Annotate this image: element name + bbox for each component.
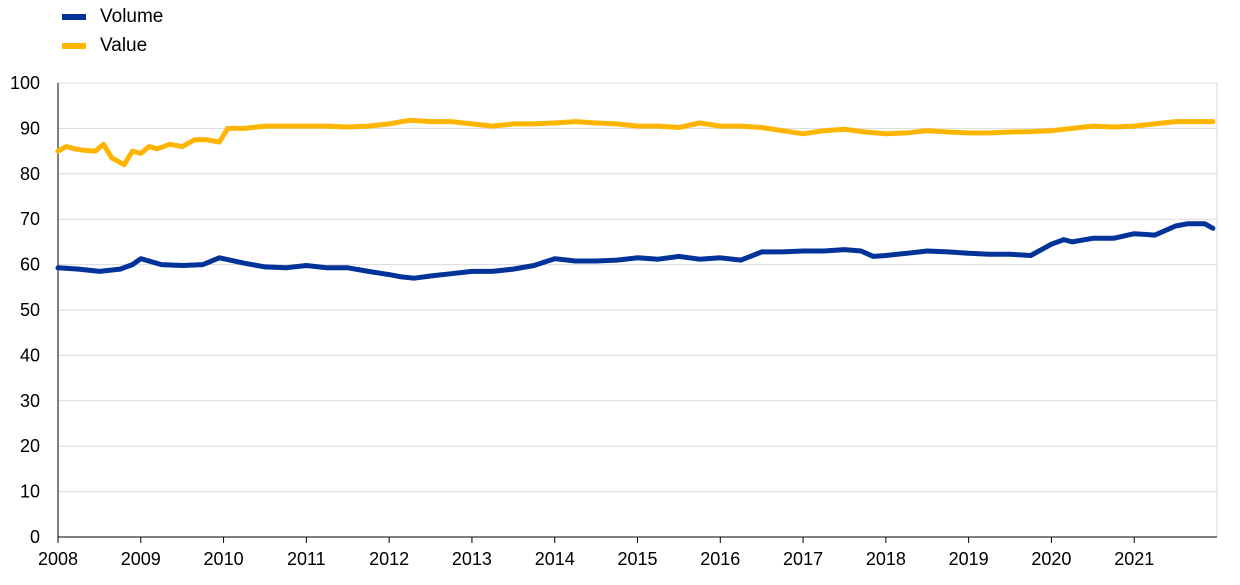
x-tick-label: 2008 <box>38 549 78 569</box>
series-line-volume <box>55 221 1216 281</box>
legend-label-value: Value <box>100 34 148 56</box>
y-tick-label: 60 <box>20 255 40 275</box>
y-tick-label: 100 <box>10 73 40 93</box>
x-tick-label: 2017 <box>783 549 823 569</box>
legend-swatch-value <box>62 42 86 49</box>
x-tick-label: 2010 <box>204 549 244 569</box>
x-tick-label: 2009 <box>121 549 161 569</box>
x-tick-label: 2020 <box>1031 549 1071 569</box>
series-line-value <box>55 117 1216 168</box>
x-tick-label: 2016 <box>700 549 740 569</box>
x-tick-label: 2015 <box>617 549 657 569</box>
y-tick-label: 0 <box>30 527 40 547</box>
legend-label-volume: Volume <box>100 5 164 27</box>
x-tick-label: 2019 <box>949 549 989 569</box>
y-tick-label: 90 <box>20 118 40 138</box>
y-tick-label: 80 <box>20 164 40 184</box>
tick-labels: 0 10 20 30 40 50 60 70 80 90 100 2008 2009 2010 2011 20… <box>10 73 1154 569</box>
gridlines <box>58 82 1218 537</box>
y-tick-label: 30 <box>20 391 40 411</box>
legend-item-volume: Volume <box>62 2 163 31</box>
x-tick-label: 2021 <box>1114 549 1154 569</box>
legend-item-value: Value <box>62 31 163 60</box>
y-tick-label: 70 <box>20 209 40 229</box>
series-lines <box>55 117 1216 281</box>
x-tick-label: 2014 <box>535 549 575 569</box>
y-tick-label: 50 <box>20 300 40 320</box>
x-tick-label: 2011 <box>287 549 326 569</box>
axes <box>57 83 1217 543</box>
y-tick-label: 40 <box>20 345 40 365</box>
y-tick-label: 20 <box>20 436 40 456</box>
x-tick-label: 2012 <box>369 549 409 569</box>
chart-legend: Volume Value <box>62 2 163 60</box>
legend-swatch-volume <box>62 13 86 20</box>
x-tick-label: 2018 <box>866 549 906 569</box>
x-tick-label: 2013 <box>452 549 492 569</box>
y-tick-label: 10 <box>20 482 40 502</box>
